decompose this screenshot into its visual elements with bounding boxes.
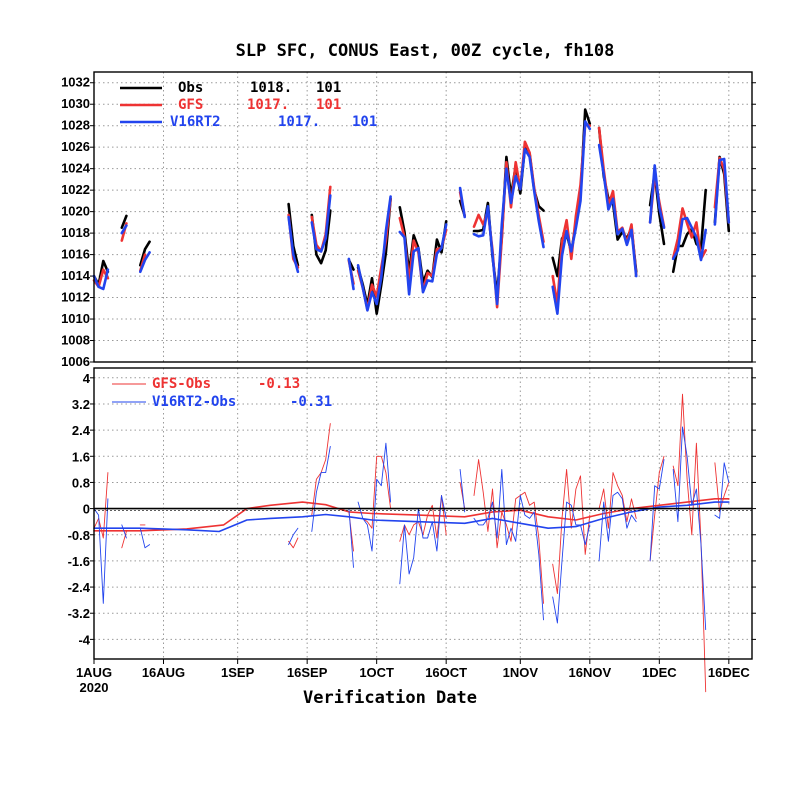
top-y-tick-label: 1014 xyxy=(61,268,91,283)
top-y-tick-label: 1030 xyxy=(61,96,90,111)
top-y-tick-label: 1028 xyxy=(61,118,90,133)
bottom-y-tick-label: 4 xyxy=(83,371,91,386)
x-year-label: 2020 xyxy=(80,680,109,695)
bottom-y-tick-label: -4 xyxy=(78,632,90,647)
top-y-tick-label: 1008 xyxy=(61,333,90,348)
bottom-line-gfs-obs xyxy=(649,455,665,562)
top-line-v16rt2 xyxy=(398,223,448,296)
top-y-tick-label: 1032 xyxy=(61,75,90,90)
top-legend-count: 101 xyxy=(316,80,341,96)
x-tick-label: 16SEP xyxy=(287,665,328,680)
bottom-legend-mean: -0.31 xyxy=(290,394,332,410)
bottom-y-tick-label: -0.8 xyxy=(68,528,90,543)
bottom-line-v16rt2-obs xyxy=(93,498,109,604)
bottom-line-gfs-obs xyxy=(288,537,299,549)
bottom-line-v16rt2-obs xyxy=(288,527,299,546)
bottom-line-v16rt2-obs xyxy=(714,462,730,519)
x-tick-label: 16DEC xyxy=(708,665,751,680)
x-axis-label: Verification Date xyxy=(303,688,477,708)
bottom-line-gfs-obs-mean xyxy=(93,497,730,532)
bottom-line-gfs-obs xyxy=(598,472,637,529)
bottom-y-tick-label: 3.2 xyxy=(72,397,90,412)
bottom-line-gfs-obs xyxy=(672,393,707,693)
top-line-v16rt2 xyxy=(287,215,300,274)
top-y-tick-label: 1016 xyxy=(61,247,90,262)
bottom-line-v16rt2-obs xyxy=(139,527,151,549)
top-legend-label: GFS xyxy=(178,97,203,113)
bottom-line-v16rt2-obs xyxy=(399,495,447,585)
bottom-y-tick-label: -2.4 xyxy=(68,580,91,595)
bottom-line-v16rt2-obs xyxy=(598,491,637,562)
chart-title: SLP SFC, CONUS East, 00Z cycle, fh108 xyxy=(236,41,615,61)
x-tick-label: 16AUG xyxy=(142,665,185,680)
top-line-obs xyxy=(120,214,128,229)
x-tick-label: 1OCT xyxy=(359,665,394,680)
top-line-v16rt2 xyxy=(597,143,638,278)
top-panel: 1006 1008 1010 1012 1014 1016 1018 1020 1022 1024… xyxy=(61,71,756,369)
bottom-line-v16rt2-obs xyxy=(348,508,354,568)
x-tick-label: 1AUG xyxy=(76,665,112,680)
bottom-plot-frame xyxy=(93,367,753,660)
top-line-v16rt2 xyxy=(713,157,731,226)
bottom-legend-label: GFS-Obs xyxy=(152,376,211,392)
top-line-v16rt2 xyxy=(356,195,392,312)
bottom-line-v16rt2-obs xyxy=(552,501,591,624)
top-legend-mean: 1017. xyxy=(247,97,289,113)
top-legend-count: 101 xyxy=(316,97,341,113)
top-line-v16rt2 xyxy=(347,257,355,291)
x-tick-label: 16NOV xyxy=(568,665,611,680)
bottom-line-gfs-obs xyxy=(552,468,591,595)
bottom-line-v16rt2-obs xyxy=(459,468,466,513)
top-line-v16rt2 xyxy=(139,251,151,274)
top-legend-mean: 1018. xyxy=(250,80,292,96)
top-y-tick-label: 1022 xyxy=(61,182,90,197)
top-y-tick-label: 1006 xyxy=(61,354,90,369)
top-line-v16rt2 xyxy=(648,164,666,229)
top-legend-label: V16RT2 xyxy=(170,114,221,130)
bottom-line-v16rt2-obs-mean xyxy=(93,501,730,533)
top-y-tick-label: 1010 xyxy=(61,311,90,326)
bottom-line-v16rt2-obs xyxy=(649,459,665,562)
top-line-v16rt2 xyxy=(472,148,545,306)
x-tick-label: 1DEC xyxy=(642,665,677,680)
top-legend-count: 101 xyxy=(352,114,377,130)
top-y-tick-label: 1026 xyxy=(61,139,90,154)
top-plot-frame xyxy=(93,71,753,363)
top-line-obs xyxy=(139,240,151,267)
bottom-panel: -4 -3.2 -2.4 -1.6 -0.8 0 0.8 1.6 2.4 3.2 4 GFS-Obs -… xyxy=(68,367,756,693)
bottom-line-gfs-obs xyxy=(121,531,127,549)
bottom-line-gfs-obs xyxy=(473,459,544,604)
bottom-y-tick-label: -1.6 xyxy=(68,554,90,569)
top-line-v16rt2 xyxy=(551,120,592,316)
top-y-tick-label: 1012 xyxy=(61,290,90,305)
bottom-y-tick-label: 0.8 xyxy=(72,475,90,490)
x-tick-label: 1SEP xyxy=(221,665,255,680)
x-axis: 1AUG 16AUG 1SEP 16SEP 1OCT 16OCT 1NOV 16NOV 1DEC… xyxy=(76,659,750,695)
bottom-line-gfs-obs xyxy=(714,462,730,513)
top-y-tick-label: 1024 xyxy=(61,161,91,176)
bottom-line-gfs-obs xyxy=(399,495,447,542)
bottom-y-tick-label: -3.2 xyxy=(68,606,90,621)
top-line-v16rt2 xyxy=(458,186,467,219)
bottom-y-tick-label: 2.4 xyxy=(72,423,91,438)
bottom-line-v16rt2-obs xyxy=(473,468,544,621)
x-tick-label: 1NOV xyxy=(503,665,539,680)
bottom-y-tick-label: 1.6 xyxy=(72,449,90,464)
top-line-v16rt2 xyxy=(671,216,708,262)
bottom-legend-label: V16RT2-Obs xyxy=(152,394,236,410)
top-y-tick-label: 1018 xyxy=(61,225,90,240)
bottom-legend-mean: -0.13 xyxy=(258,376,300,392)
bottom-y-tick-label: 0 xyxy=(83,502,90,517)
top-legend-label: Obs xyxy=(178,80,203,96)
top-line-v16rt2 xyxy=(120,224,128,235)
top-y-tick-label: 1020 xyxy=(61,204,90,219)
top-legend-mean: 1017. xyxy=(278,114,320,130)
bottom-line-v16rt2-obs xyxy=(311,446,331,532)
top-line-v16rt2 xyxy=(92,268,110,291)
bottom-line-v16rt2-obs xyxy=(121,524,127,539)
top-line-v16rt2 xyxy=(310,194,332,253)
x-tick-label: 16OCT xyxy=(425,665,467,680)
